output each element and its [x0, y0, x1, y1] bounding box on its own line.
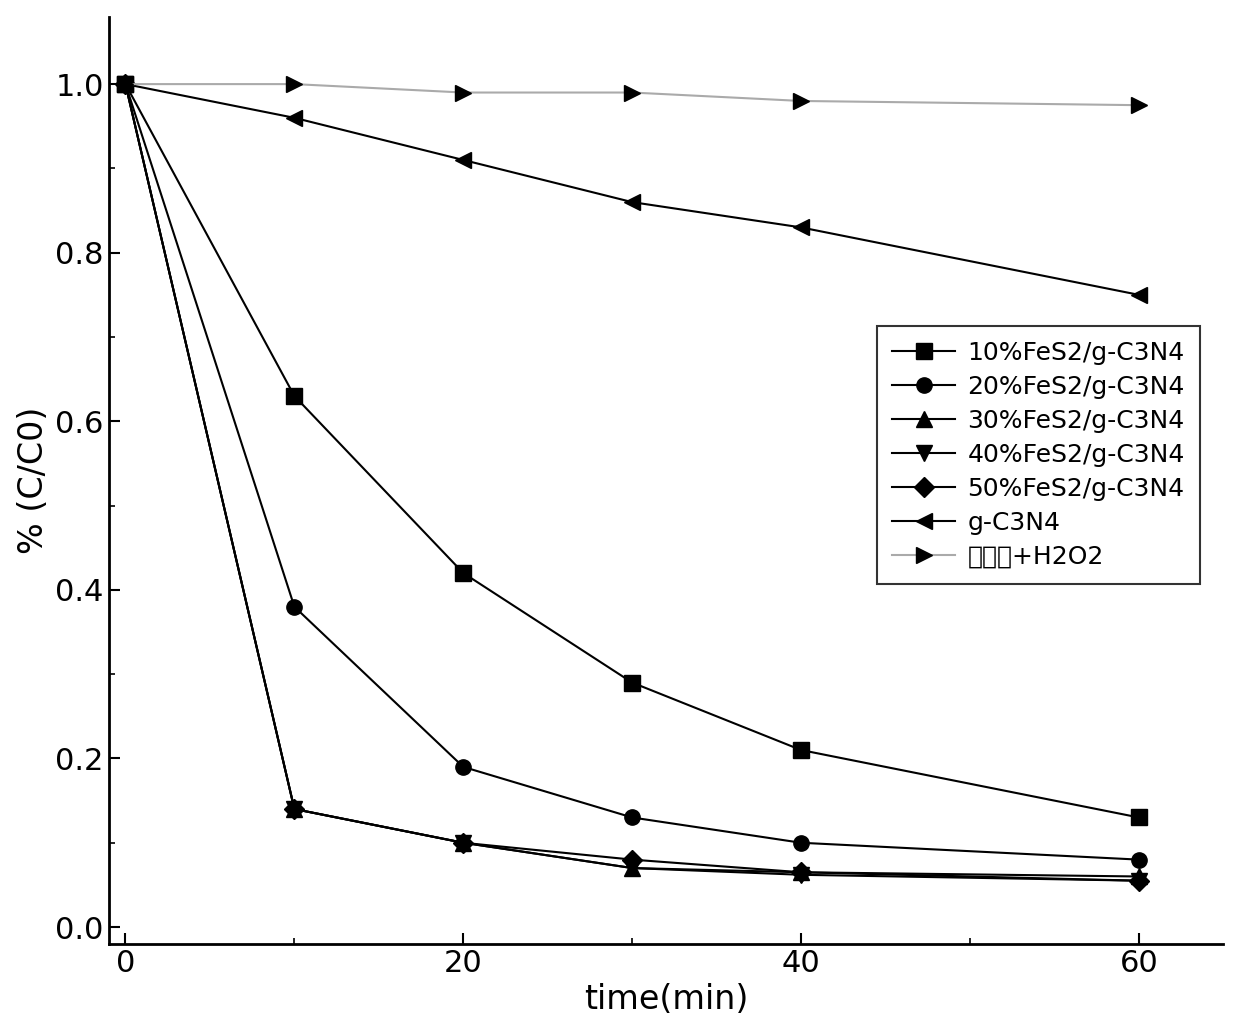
30%FeS2/g-C3N4 — [794, 866, 808, 878]
50%FeS2/g-C3N4 — [286, 803, 301, 815]
10%FeS2/g-C3N4 — [456, 567, 471, 580]
40%FeS2/g-C3N4 — [625, 862, 640, 874]
Line: 10%FeS2/g-C3N4: 10%FeS2/g-C3N4 — [118, 76, 1147, 825]
Line: 30%FeS2/g-C3N4: 30%FeS2/g-C3N4 — [118, 76, 1147, 884]
10%FeS2/g-C3N4 — [625, 677, 640, 689]
g-C3N4 — [1131, 288, 1146, 301]
40%FeS2/g-C3N4 — [118, 77, 133, 90]
30%FeS2/g-C3N4 — [1131, 870, 1146, 882]
Y-axis label: % (C/C0): % (C/C0) — [16, 407, 50, 554]
X-axis label: time(min): time(min) — [584, 983, 748, 1016]
四环素+H2O2 — [625, 87, 640, 99]
四环素+H2O2 — [794, 95, 808, 107]
50%FeS2/g-C3N4 — [456, 837, 471, 849]
四环素+H2O2 — [286, 77, 301, 90]
50%FeS2/g-C3N4 — [794, 866, 808, 878]
g-C3N4 — [118, 77, 133, 90]
四环素+H2O2 — [118, 77, 133, 90]
40%FeS2/g-C3N4 — [794, 869, 808, 881]
g-C3N4 — [794, 221, 808, 233]
10%FeS2/g-C3N4 — [286, 389, 301, 402]
30%FeS2/g-C3N4 — [625, 862, 640, 874]
Line: 四环素+H2O2: 四环素+H2O2 — [118, 76, 1147, 113]
50%FeS2/g-C3N4 — [118, 77, 133, 90]
40%FeS2/g-C3N4 — [456, 837, 471, 849]
30%FeS2/g-C3N4 — [118, 77, 133, 90]
四环素+H2O2 — [456, 87, 471, 99]
40%FeS2/g-C3N4 — [286, 803, 301, 815]
g-C3N4 — [625, 196, 640, 209]
Line: g-C3N4: g-C3N4 — [118, 76, 1147, 303]
20%FeS2/g-C3N4 — [456, 760, 471, 773]
30%FeS2/g-C3N4 — [456, 837, 471, 849]
10%FeS2/g-C3N4 — [118, 77, 133, 90]
20%FeS2/g-C3N4 — [1131, 853, 1146, 866]
20%FeS2/g-C3N4 — [118, 77, 133, 90]
g-C3N4 — [286, 112, 301, 124]
g-C3N4 — [456, 154, 471, 166]
20%FeS2/g-C3N4 — [286, 600, 301, 613]
20%FeS2/g-C3N4 — [794, 837, 808, 849]
10%FeS2/g-C3N4 — [794, 744, 808, 756]
30%FeS2/g-C3N4 — [286, 803, 301, 815]
50%FeS2/g-C3N4 — [625, 853, 640, 866]
Line: 20%FeS2/g-C3N4: 20%FeS2/g-C3N4 — [118, 76, 1147, 868]
Line: 40%FeS2/g-C3N4: 40%FeS2/g-C3N4 — [118, 76, 1147, 888]
50%FeS2/g-C3N4 — [1131, 875, 1146, 887]
10%FeS2/g-C3N4 — [1131, 811, 1146, 823]
40%FeS2/g-C3N4 — [1131, 875, 1146, 887]
四环素+H2O2 — [1131, 99, 1146, 112]
Legend: 10%FeS2/g-C3N4, 20%FeS2/g-C3N4, 30%FeS2/g-C3N4, 40%FeS2/g-C3N4, 50%FeS2/g-C3N4, : 10%FeS2/g-C3N4, 20%FeS2/g-C3N4, 30%FeS2/… — [878, 325, 1199, 584]
Line: 50%FeS2/g-C3N4: 50%FeS2/g-C3N4 — [119, 77, 1146, 887]
20%FeS2/g-C3N4 — [625, 811, 640, 823]
